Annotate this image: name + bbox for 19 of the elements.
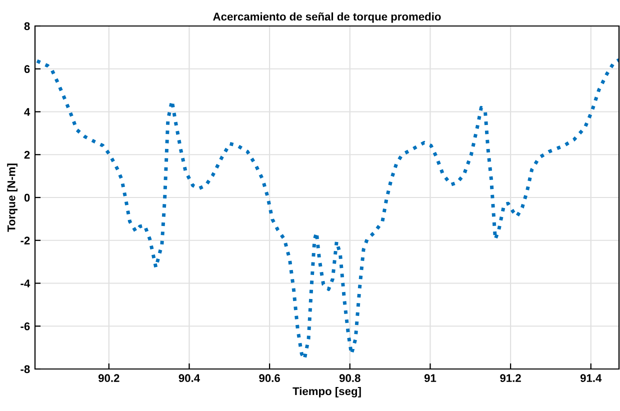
chart-title: Acercamiento de señal de torque promedio bbox=[213, 12, 441, 23]
x-tick-label: 91 bbox=[424, 374, 436, 382]
y-tick-label: 0 bbox=[24, 194, 30, 202]
x-tick-label: 90.6 bbox=[259, 374, 280, 382]
x-tick-label: 90.4 bbox=[178, 374, 200, 382]
x-tick-label: 90.2 bbox=[98, 374, 120, 382]
y-tick-label: -8 bbox=[20, 365, 30, 374]
x-tick-label: 90.8 bbox=[339, 374, 360, 382]
y-tick-label: -6 bbox=[20, 322, 30, 330]
y-axis-title: Torque [N-m] bbox=[7, 164, 18, 232]
y-tick-label: -2 bbox=[20, 236, 30, 244]
y-tick-label: 2 bbox=[24, 150, 30, 159]
x-tick-label: 91.2 bbox=[500, 374, 521, 382]
y-tick-label: -4 bbox=[20, 280, 30, 288]
y-tick-label: 8 bbox=[24, 22, 30, 30]
y-tick-label: 4 bbox=[24, 108, 30, 116]
x-axis-title: Tiempo [seg] bbox=[292, 386, 361, 398]
x-tick-label: 91.4 bbox=[580, 374, 602, 382]
y-tick-label: 6 bbox=[24, 65, 30, 74]
